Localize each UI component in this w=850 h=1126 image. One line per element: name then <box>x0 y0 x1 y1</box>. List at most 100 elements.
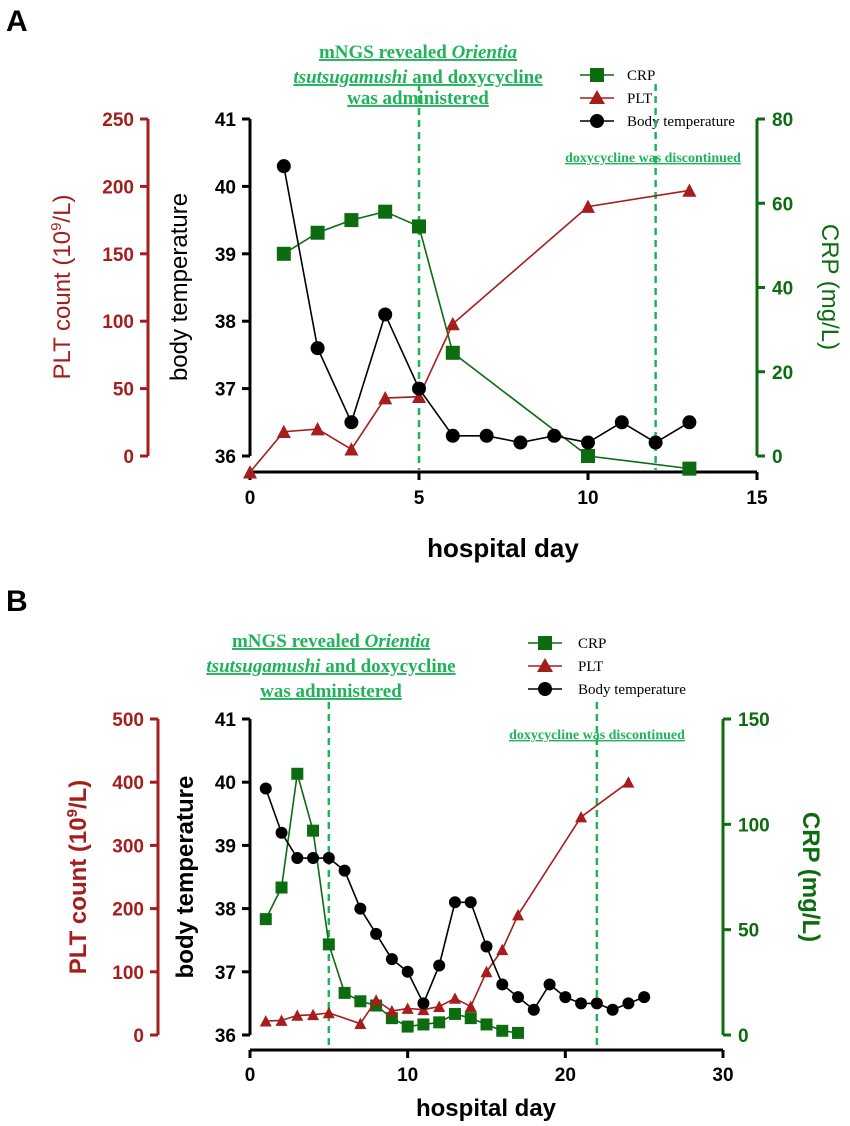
annotation-administered-line1: mNGS revealed Orientia <box>319 42 518 63</box>
plt-point <box>622 776 635 788</box>
plt-tick-label: 300 <box>112 836 144 857</box>
square-marker-icon <box>538 636 552 650</box>
crp-tick-label: 40 <box>772 279 793 300</box>
temp-tick-label: 36 <box>215 447 236 468</box>
legend-crp-label: CRP <box>578 636 606 652</box>
crp-point <box>354 995 367 1008</box>
crp-point <box>401 1020 414 1033</box>
temp-series-line <box>283 166 690 444</box>
crp-point <box>412 219 426 234</box>
crp-tick-label: 50 <box>738 921 759 942</box>
plt-point <box>354 1017 367 1030</box>
x-axis-title: hospital day <box>416 1095 557 1122</box>
temp-point <box>275 826 288 839</box>
temp-point <box>412 381 426 396</box>
plt-point <box>322 1006 335 1019</box>
temp-tick-label: 40 <box>215 177 236 198</box>
plt-point <box>344 442 359 456</box>
crp-point <box>417 1018 430 1031</box>
plt-point <box>464 1000 477 1012</box>
crp-tick-label: 60 <box>772 194 793 215</box>
temp-point <box>480 940 493 953</box>
crp-axis: 0 50 100 150 CRP (mg/L) <box>721 710 824 1047</box>
crp-point <box>378 204 393 219</box>
plt-tick-label: 50 <box>113 380 134 401</box>
temp-point <box>385 953 398 966</box>
annotation-administered-line2: tsutsugamushi and doxycycline <box>206 656 455 677</box>
plt-tick-label: 0 <box>133 1026 144 1047</box>
crp-point <box>276 246 291 261</box>
crp-tick-label: 0 <box>772 447 783 468</box>
plt-point <box>307 1008 320 1021</box>
plt-axis: 0 100 200 300 400 500 PLT count (109/L) <box>64 710 160 1047</box>
crp-point <box>512 1026 525 1039</box>
circle-marker-icon <box>538 682 552 696</box>
panel-a: A mNGS revealed Orientia tsutsugamushi a… <box>6 5 843 563</box>
crp-point <box>259 913 272 926</box>
crp-series-line <box>265 773 519 1034</box>
temp-point <box>276 159 291 174</box>
x-tick-label: 5 <box>414 488 425 509</box>
square-marker-icon <box>590 68 604 82</box>
temp-point <box>310 341 325 356</box>
legend-temp-label: Body temperature <box>627 114 735 130</box>
plt-point <box>417 1003 430 1016</box>
temp-tick-label: 38 <box>215 900 236 921</box>
crp-point <box>275 881 288 894</box>
legend-crp-label: CRP <box>627 68 655 84</box>
temp-point <box>622 997 635 1010</box>
crp-point <box>307 824 320 837</box>
marks-b <box>259 702 651 1048</box>
temp-tick-label: 41 <box>215 110 237 131</box>
temp-point <box>322 852 335 865</box>
plt-point <box>433 1000 446 1012</box>
crp-point <box>464 1012 477 1025</box>
crp-point <box>480 1018 493 1031</box>
crp-point <box>433 1016 446 1029</box>
crp-point <box>682 461 697 476</box>
temp-point <box>606 1003 619 1016</box>
annotation-discontinued: doxycycline was discontinued <box>509 728 685 743</box>
temp-axis: 36 37 38 39 40 41 body temperature <box>166 110 252 468</box>
crp-point <box>310 225 325 240</box>
temp-axis-title: body temperature <box>172 776 199 979</box>
plt-point <box>243 465 257 479</box>
temp-point <box>512 991 525 1004</box>
crp-point <box>581 449 595 463</box>
plt-point <box>575 810 588 823</box>
plt-point <box>581 199 595 213</box>
plt-point <box>291 1009 304 1021</box>
plt-point <box>385 1004 398 1017</box>
triangle-marker-icon <box>537 658 553 672</box>
temp-point <box>370 927 383 940</box>
plt-point <box>275 1014 288 1026</box>
temp-point <box>581 435 595 450</box>
x-axis: 0 5 10 15 hospital day <box>245 470 768 563</box>
temp-tick-label: 39 <box>215 245 236 266</box>
temp-point <box>638 991 651 1004</box>
plt-point <box>496 943 509 956</box>
temp-point <box>590 997 603 1010</box>
plt-tick-label: 0 <box>123 447 134 468</box>
temp-point <box>648 435 663 450</box>
temp-tick-label: 38 <box>215 312 236 333</box>
x-tick-label: 20 <box>555 1065 576 1086</box>
temp-point <box>614 415 629 430</box>
x-tick-label: 10 <box>397 1065 418 1086</box>
plt-point <box>512 908 525 921</box>
plt-point <box>480 965 493 978</box>
plt-tick-label: 150 <box>102 245 134 266</box>
plt-point <box>682 183 697 197</box>
temp-point <box>445 428 460 443</box>
temp-point <box>433 959 446 972</box>
crp-point <box>322 938 335 951</box>
crp-point <box>448 1007 461 1020</box>
temp-axis: 36 37 38 39 40 41 body temperature <box>172 710 252 1047</box>
legend: CRP PLT Body temperature <box>580 68 735 130</box>
crp-tick-label: 150 <box>738 710 770 731</box>
plt-tick-label: 400 <box>112 773 144 794</box>
temp-tick-label: 36 <box>215 1026 236 1047</box>
temp-point <box>344 415 359 430</box>
temp-point <box>682 415 697 430</box>
